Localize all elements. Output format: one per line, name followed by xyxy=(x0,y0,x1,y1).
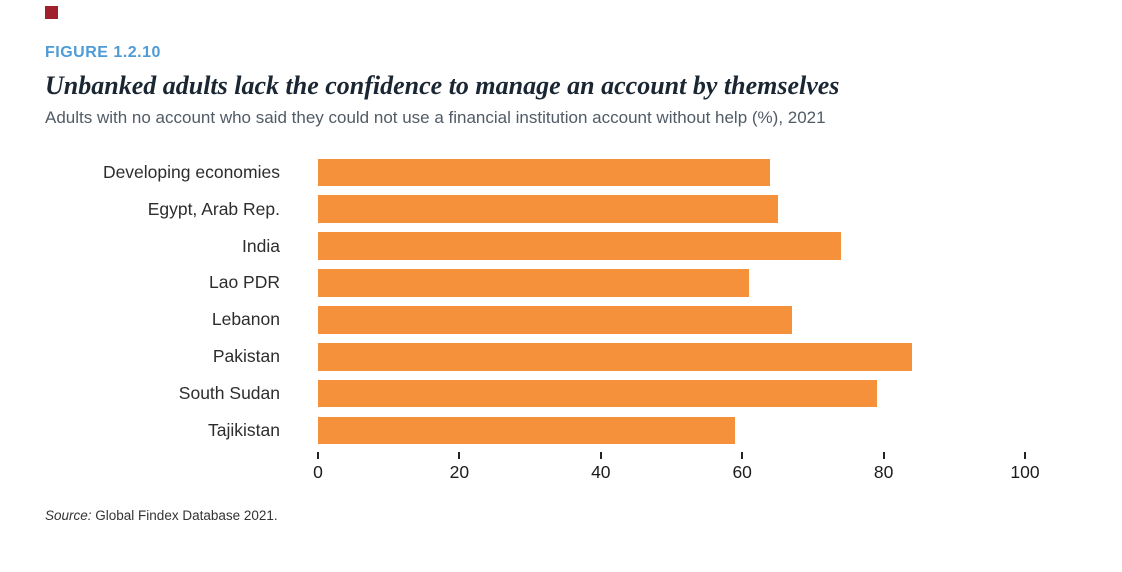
bar xyxy=(318,306,792,334)
chart-row: Lao PDR xyxy=(45,265,1077,302)
x-tick-mark xyxy=(882,452,885,459)
chart-row: Developing economies xyxy=(45,154,1077,191)
category-label: South Sudan xyxy=(178,383,280,404)
bar-track xyxy=(318,379,1025,408)
x-tick-label: 100 xyxy=(1010,462,1040,482)
bar xyxy=(318,269,750,297)
bar-track xyxy=(318,306,1025,334)
x-axis: 0 20 40 60 80 100 xyxy=(313,449,1040,491)
x-tick-mark xyxy=(1024,452,1026,459)
x-tick-label: 60 xyxy=(732,462,752,482)
x-tick-mark xyxy=(741,452,744,459)
bar-track xyxy=(318,416,1025,445)
chart-row: Lebanon xyxy=(45,301,1077,338)
x-tick-mark xyxy=(458,452,461,459)
chart-row: Egypt, Arab Rep. xyxy=(45,191,1077,228)
bar xyxy=(318,379,877,408)
category-label: Pakistan xyxy=(212,346,280,367)
bar xyxy=(318,158,771,187)
bar xyxy=(318,232,842,260)
x-tick-mark xyxy=(599,452,602,459)
bar-track xyxy=(318,269,1025,297)
bar-track xyxy=(318,232,1025,260)
source-note: Source: Global Findex Database 2021. xyxy=(45,508,1077,523)
source-text: Global Findex Database 2021. xyxy=(91,508,278,523)
x-tick-label: 20 xyxy=(449,462,470,482)
bar-chart: Developing economies Egypt, Arab Rep. Indi… xyxy=(45,154,1077,491)
source-prefix: Source: xyxy=(45,508,92,523)
figure-block: FIGURE 1.2.10 Unbanked adults lack the c… xyxy=(45,44,1077,523)
category-label: Developing economies xyxy=(102,161,280,182)
chart-row: India xyxy=(45,228,1077,265)
chart-rows: Developing economies Egypt, Arab Rep. Indi… xyxy=(45,154,1077,449)
bar-track xyxy=(318,158,1025,187)
figure-number-label: FIGURE 1.2.10 xyxy=(45,44,161,61)
x-tick-label: 80 xyxy=(873,462,894,482)
category-label: India xyxy=(242,235,280,256)
bar xyxy=(318,416,736,445)
accent-square xyxy=(45,6,58,19)
bar xyxy=(318,195,778,223)
chart-row: Pakistan xyxy=(45,338,1077,375)
figure-subtitle: Adults with no account who said they cou… xyxy=(45,108,826,128)
chart-row: South Sudan xyxy=(45,375,1077,412)
category-label: Tajikistan xyxy=(208,420,280,441)
x-tick-mark xyxy=(317,452,319,459)
x-tick-label: 0 xyxy=(313,462,323,482)
bar-track xyxy=(318,343,1025,371)
category-label: Egypt, Arab Rep. xyxy=(147,198,280,219)
chart-row: Tajikistan xyxy=(45,412,1077,449)
bar xyxy=(318,343,912,371)
x-tick-label: 40 xyxy=(591,462,611,482)
figure-title: Unbanked adults lack the confidence to m… xyxy=(45,70,840,100)
bar-track xyxy=(318,195,1025,223)
category-label: Lebanon xyxy=(211,309,280,330)
category-label: Lao PDR xyxy=(208,272,280,293)
